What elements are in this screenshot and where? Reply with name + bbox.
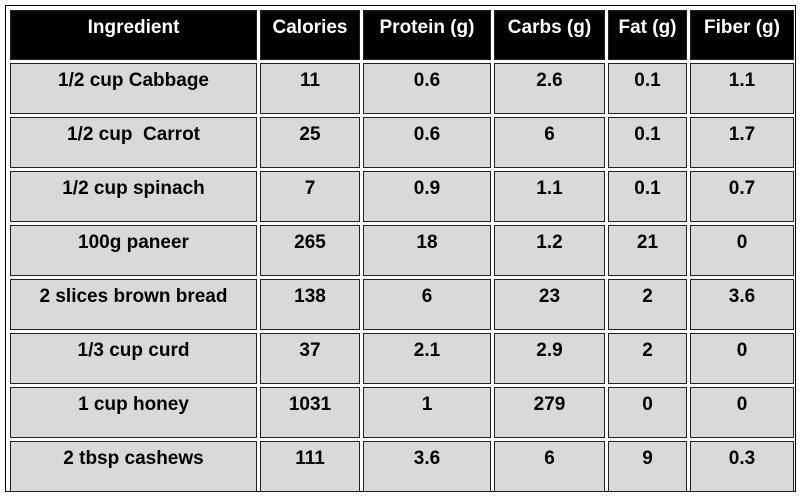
cell-ingredient: 1/3 cup curd: [10, 333, 257, 384]
cell-fat: 0.1: [608, 117, 687, 168]
cell-ingredient: 1 cup honey: [10, 387, 257, 438]
cell-carbs: 6: [494, 441, 605, 492]
cell-protein: 6: [363, 279, 491, 330]
cell-carbs: 2.6: [494, 63, 605, 114]
cell-calories: 7: [260, 171, 360, 222]
cell-fat: 9: [608, 441, 687, 492]
cell-fiber: 0.3: [690, 441, 794, 492]
header-calories: Calories: [260, 10, 360, 60]
cell-carbs: 2.9: [494, 333, 605, 384]
table-row: 2 tbsp cashews 111 3.6 6 9 0.3: [10, 441, 794, 492]
cell-calories: 25: [260, 117, 360, 168]
cell-protein: 3.6: [363, 441, 491, 492]
cell-calories: 37: [260, 333, 360, 384]
cell-ingredient: 100g paneer: [10, 225, 257, 276]
cell-fiber: 0: [690, 387, 794, 438]
cell-protein: 0.6: [363, 63, 491, 114]
cell-calories: 11: [260, 63, 360, 114]
table-row: 1/2 cup Carrot 25 0.6 6 0.1 1.7: [10, 117, 794, 168]
cell-fiber: 1.1: [690, 63, 794, 114]
table-row: 100g paneer 265 18 1.2 21 0: [10, 225, 794, 276]
cell-fiber: 0: [690, 333, 794, 384]
table-row: 1/2 cup Cabbage 11 0.6 2.6 0.1 1.1: [10, 63, 794, 114]
table-row: 1 cup honey 1031 1 279 0 0: [10, 387, 794, 438]
cell-fiber: 0: [690, 225, 794, 276]
cell-fiber: 1.7: [690, 117, 794, 168]
cell-calories: 138: [260, 279, 360, 330]
cell-carbs: 1.2: [494, 225, 605, 276]
cell-protein: 18: [363, 225, 491, 276]
cell-protein: 1: [363, 387, 491, 438]
nutrition-table: Ingredient Calories Protein (g) Carbs (g…: [7, 7, 797, 495]
cell-fiber: 0.7: [690, 171, 794, 222]
table-row: 1/3 cup curd 37 2.1 2.9 2 0: [10, 333, 794, 384]
cell-calories: 111: [260, 441, 360, 492]
header-fiber: Fiber (g): [690, 10, 794, 60]
cell-ingredient: 1/2 cup Carrot: [10, 117, 257, 168]
cell-carbs: 1.1: [494, 171, 605, 222]
header-fat: Fat (g): [608, 10, 687, 60]
cell-calories: 265: [260, 225, 360, 276]
cell-fat: 2: [608, 333, 687, 384]
header-carbs: Carbs (g): [494, 10, 605, 60]
header-row: Ingredient Calories Protein (g) Carbs (g…: [10, 10, 794, 60]
cell-ingredient: 2 tbsp cashews: [10, 441, 257, 492]
cell-protein: 0.9: [363, 171, 491, 222]
cell-calories: 1031: [260, 387, 360, 438]
header-protein: Protein (g): [363, 10, 491, 60]
cell-carbs: 279: [494, 387, 605, 438]
cell-carbs: 6: [494, 117, 605, 168]
cell-protein: 2.1: [363, 333, 491, 384]
header-ingredient: Ingredient: [10, 10, 257, 60]
cell-ingredient: 1/2 cup Cabbage: [10, 63, 257, 114]
table-row: 2 slices brown bread 138 6 23 2 3.6: [10, 279, 794, 330]
cell-protein: 0.6: [363, 117, 491, 168]
cell-fat: 0.1: [608, 171, 687, 222]
table-row: 1/2 cup spinach 7 0.9 1.1 0.1 0.7: [10, 171, 794, 222]
cell-fat: 0.1: [608, 63, 687, 114]
cell-ingredient: 2 slices brown bread: [10, 279, 257, 330]
cell-fat: 0: [608, 387, 687, 438]
cell-fiber: 3.6: [690, 279, 794, 330]
cell-fat: 21: [608, 225, 687, 276]
cell-carbs: 23: [494, 279, 605, 330]
cell-ingredient: 1/2 cup spinach: [10, 171, 257, 222]
cell-fat: 2: [608, 279, 687, 330]
